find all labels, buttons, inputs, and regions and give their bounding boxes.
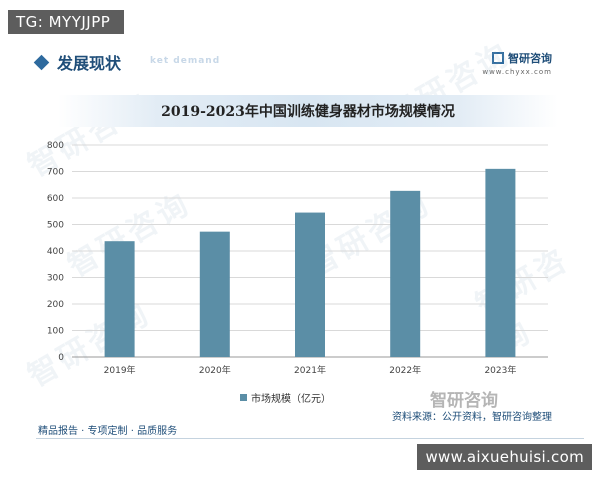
y-tick-label: 200: [47, 300, 64, 310]
brand-logo-icon: [492, 52, 504, 64]
bar: [199, 231, 230, 357]
chart-legend: 市场规模（亿元）: [240, 390, 331, 405]
section-subtitle: ket demand: [150, 56, 221, 66]
section-title: 发展现状: [57, 54, 122, 73]
site-url-badge: www.aixuehuisi.com: [417, 444, 592, 470]
x-tick-label: 2021年: [294, 364, 326, 376]
tg-tag-badge: TG: MYYJJPP: [8, 10, 125, 34]
x-tick-label: 2022年: [389, 364, 421, 376]
brand-url: www.chyxx.com: [482, 68, 552, 76]
bar: [390, 190, 421, 357]
chart-title: 2019-2023年中国训练健身器材市场规模情况: [161, 104, 455, 120]
y-tick-label: 0: [58, 353, 64, 363]
y-tick-label: 300: [47, 274, 64, 284]
legend-label: 市场规模（亿元）: [251, 394, 331, 405]
y-tick-label: 600: [47, 194, 64, 204]
x-tick-label: 2020年: [199, 364, 231, 376]
brand-name-text: 智研咨询: [508, 52, 552, 65]
brand-name: 智研咨询: [482, 50, 552, 66]
footer-divider: [36, 438, 584, 439]
y-tick-label: 100: [47, 327, 64, 337]
footer-slogan: 精品报告 · 专项定制 · 品质服务: [38, 426, 178, 437]
footer-brand: 智研咨询: [430, 391, 498, 411]
y-tick-label: 500: [47, 221, 64, 231]
x-tick-label: 2023年: [484, 364, 516, 376]
y-tick-label: 400: [47, 247, 64, 257]
data-source: 资料来源：公开资料，智研咨询整理: [392, 412, 552, 423]
bar: [295, 212, 325, 357]
brand-block: 智研咨询 www.chyxx.com: [482, 50, 552, 76]
legend-swatch: [240, 394, 247, 401]
y-tick-label: 700: [47, 168, 64, 178]
y-tick-label: 800: [47, 141, 64, 151]
bar: [104, 241, 135, 357]
section-header: 发展现状: [33, 50, 122, 74]
x-tick-label: 2019年: [104, 364, 136, 376]
bar: [485, 168, 516, 357]
chart-title-bar: 2019-2023年中国训练健身器材市场规模情况: [58, 95, 558, 127]
